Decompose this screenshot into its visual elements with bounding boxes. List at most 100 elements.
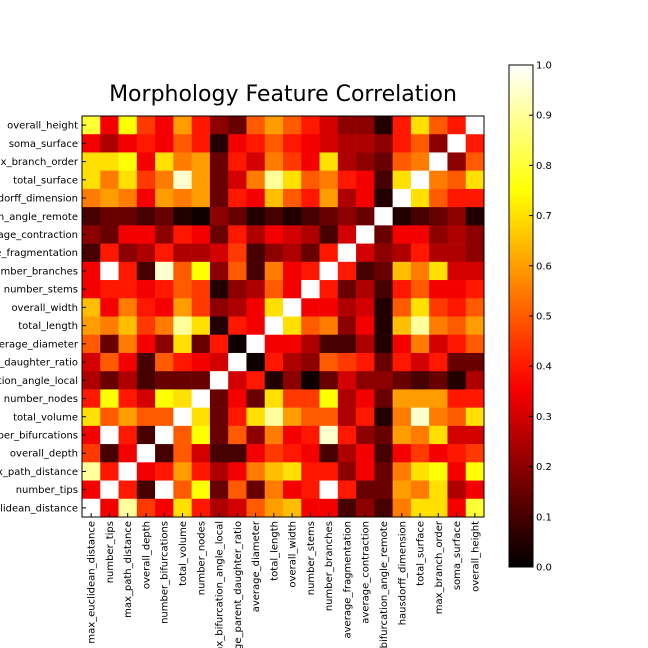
heatmap-cell xyxy=(447,116,467,135)
heatmap-cell xyxy=(173,170,192,190)
heatmap-cell xyxy=(136,371,156,390)
heatmap-cell xyxy=(173,371,192,390)
heatmap-cell xyxy=(447,170,467,190)
heatmap-cell xyxy=(82,280,101,299)
heatmap-cell xyxy=(118,116,138,135)
heatmap-cell xyxy=(118,316,138,336)
heatmap-cell xyxy=(301,316,320,336)
colorbar-tick-label: 0.8 xyxy=(536,161,552,172)
heatmap-cell xyxy=(228,480,247,500)
heatmap-cell xyxy=(374,371,393,390)
heatmap-cell xyxy=(264,498,284,518)
heatmap-cell xyxy=(228,371,247,390)
heatmap-cell xyxy=(209,389,229,408)
heatmap-cell xyxy=(118,243,138,263)
heatmap-cell xyxy=(319,462,339,481)
heatmap-cell xyxy=(283,116,302,135)
heatmap-cell xyxy=(465,407,485,427)
heatmap-cell xyxy=(82,243,101,263)
heatmap-cell xyxy=(191,298,211,317)
heatmap-cell xyxy=(301,243,320,263)
heatmap-cell xyxy=(136,134,156,153)
heatmap-cell xyxy=(100,298,119,317)
heatmap-cell xyxy=(246,243,266,263)
heatmap-cell xyxy=(100,152,119,171)
heatmap-cell xyxy=(356,116,375,135)
heatmap-cell xyxy=(465,444,485,463)
heatmap-cell xyxy=(100,116,119,135)
heatmap-cell xyxy=(465,371,485,390)
heatmap-cell xyxy=(301,188,320,208)
colorbar-tick-label: 0.4 xyxy=(536,362,552,373)
heatmap-cell xyxy=(118,462,138,481)
heatmap-cell xyxy=(429,316,448,336)
heatmap-cell xyxy=(429,480,448,500)
heatmap-cell xyxy=(283,498,302,518)
heatmap-cell xyxy=(155,280,174,299)
heatmap-cell xyxy=(246,334,266,354)
heatmap-cell xyxy=(136,444,156,463)
x-tick-label: total_volume xyxy=(178,521,189,586)
heatmap-cell xyxy=(246,225,266,244)
heatmap-cell xyxy=(356,389,375,408)
x-tick-label: number_branches xyxy=(324,521,335,611)
heatmap-cell xyxy=(246,116,266,135)
heatmap-cell xyxy=(301,389,320,408)
heatmap-cell xyxy=(301,480,320,500)
heatmap-cell xyxy=(356,334,375,354)
y-tick-label: max_bifurcation_angle_local xyxy=(0,376,78,387)
heatmap-cell xyxy=(410,480,430,500)
heatmap-cell xyxy=(118,298,138,317)
x-tick-label: average_diameter xyxy=(251,520,262,612)
heatmap-cell xyxy=(319,243,339,263)
heatmap-cell xyxy=(447,425,467,445)
heatmap-cell xyxy=(228,334,247,354)
heatmap-cell xyxy=(136,334,156,354)
y-tick-label: number_stems xyxy=(4,285,78,296)
heatmap-cell xyxy=(209,316,229,336)
heatmap-cell xyxy=(301,170,320,190)
heatmap-cell xyxy=(136,480,156,500)
x-tick-label: number_tips xyxy=(105,521,116,583)
heatmap-cell xyxy=(100,444,119,463)
heatmap-cell xyxy=(283,425,302,445)
heatmap-cell xyxy=(319,298,339,317)
heatmap-cell xyxy=(337,152,357,171)
x-tick-label: number_bifurcations xyxy=(160,521,171,624)
heatmap-cell xyxy=(191,480,211,500)
heatmap-cell xyxy=(319,207,339,226)
heatmap-cell xyxy=(301,298,320,317)
y-tick-label: max_bifurcation_angle_remote xyxy=(0,212,78,223)
x-tick-label: max_bifurcation_angle_remote xyxy=(379,521,390,648)
heatmap-cell xyxy=(173,316,192,336)
x-tick-label: number_nodes xyxy=(196,521,207,595)
heatmap-cell xyxy=(100,170,119,190)
heatmap-cell xyxy=(374,134,393,153)
y-tick-label: total_volume xyxy=(13,412,78,423)
heatmap-cell xyxy=(100,480,119,500)
heatmap-cell xyxy=(264,207,284,226)
heatmap-cell xyxy=(264,444,284,463)
heatmap-cell xyxy=(264,425,284,445)
heatmap-cell xyxy=(173,462,192,481)
heatmap-cell xyxy=(155,116,174,135)
heatmap-cell xyxy=(392,480,412,500)
heatmap-cell xyxy=(392,352,412,372)
y-tick-label: number_branches xyxy=(0,266,78,277)
heatmap-cell xyxy=(301,462,320,481)
heatmap-cell xyxy=(191,243,211,263)
heatmap-cell xyxy=(337,261,357,281)
heatmap-cell xyxy=(319,480,339,500)
heatmap-cell xyxy=(319,352,339,372)
heatmap-cell xyxy=(447,462,467,481)
heatmap-cell xyxy=(209,334,229,354)
heatmap-cell xyxy=(155,444,174,463)
heatmap-cell xyxy=(447,152,467,171)
heatmap-cell xyxy=(246,207,266,226)
heatmap-cell xyxy=(447,334,467,354)
heatmap-cell xyxy=(191,225,211,244)
heatmap-cell xyxy=(392,134,412,153)
heatmap-cell xyxy=(465,243,485,263)
x-tick-label: max_euclidean_distance xyxy=(87,521,98,644)
heatmap-cell xyxy=(465,188,485,208)
